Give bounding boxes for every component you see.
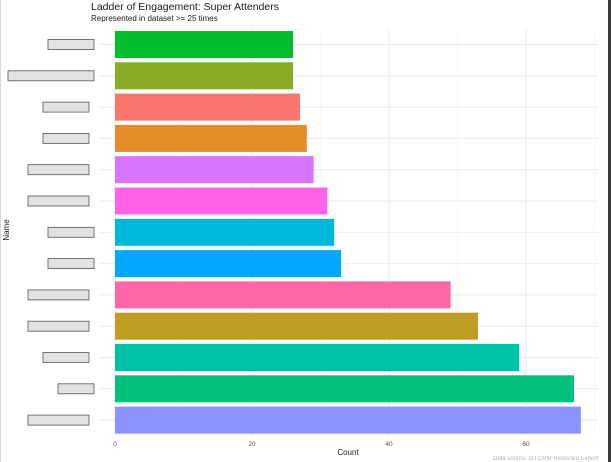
frame-right-border — [608, 0, 611, 462]
x-tick-label: 0 — [113, 441, 117, 448]
bar — [115, 187, 328, 215]
redacted-category-label — [42, 132, 90, 144]
bar — [115, 250, 342, 278]
redacted-category-label — [7, 70, 95, 82]
y-axis-title: Name — [2, 219, 11, 241]
redacted-category-label — [42, 352, 90, 363]
redacted-category-label — [27, 195, 90, 207]
bars — [115, 31, 581, 434]
y-axis-labels — [7, 39, 95, 426]
x-tick-label: 60 — [522, 441, 530, 448]
bar — [115, 31, 294, 58]
redacted-category-label — [57, 383, 95, 395]
bar — [115, 93, 300, 121]
frame-left-border — [0, 0, 1, 462]
bar — [115, 156, 314, 184]
redacted-category-label — [27, 164, 90, 176]
bar — [115, 375, 574, 403]
redacted-category-label — [27, 289, 90, 301]
x-tick-label: 20 — [248, 441, 256, 448]
bar — [115, 281, 451, 309]
bar — [115, 312, 479, 340]
chart-subtitle: Represented in dataset >= 25 times — [91, 14, 218, 23]
x-axis-title: Count — [337, 448, 359, 457]
redacted-category-label — [42, 101, 90, 113]
redacted-category-label — [27, 414, 90, 426]
bar — [115, 124, 307, 152]
bar — [115, 62, 294, 90]
x-axis-ticks: 0 20 40 60 — [113, 441, 530, 448]
bar — [115, 218, 335, 246]
redacted-category-label — [47, 226, 95, 238]
x-tick-label: 40 — [385, 441, 393, 448]
chart-caption: Data source: D.I.CRM Redacted Export — [493, 456, 599, 462]
redacted-category-label — [47, 39, 95, 50]
bar — [115, 406, 581, 434]
redacted-category-label — [27, 320, 90, 332]
bar — [115, 344, 520, 371]
redacted-category-label — [47, 258, 95, 270]
chart-title: Ladder of Engagement: Super Attenders — [91, 1, 279, 13]
